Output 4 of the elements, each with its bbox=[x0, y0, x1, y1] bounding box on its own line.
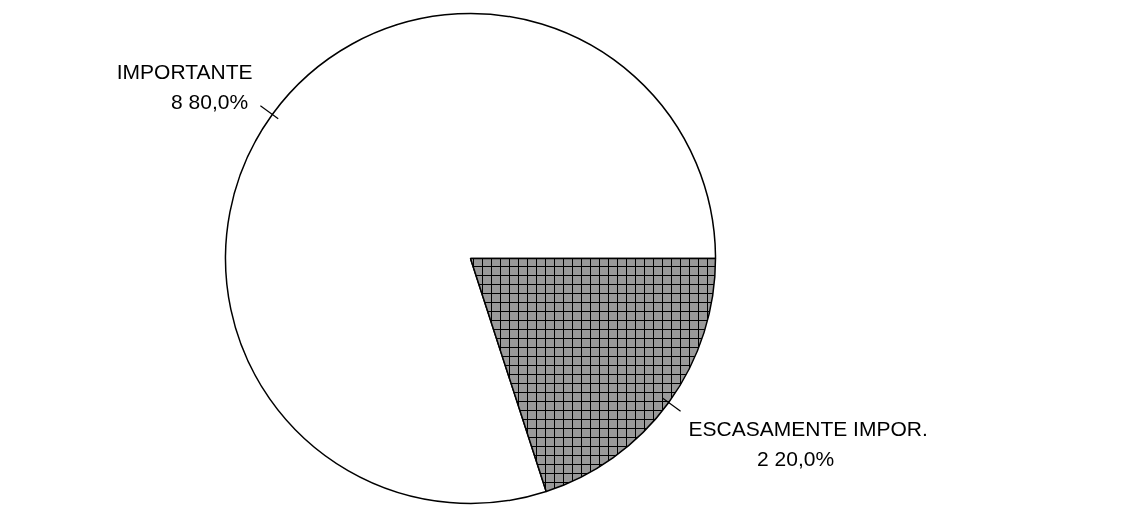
data-label: 2 20,0% bbox=[757, 446, 835, 470]
data-label: 8 80,0% bbox=[171, 90, 249, 114]
slice-label: IMPORTANTE bbox=[116, 60, 253, 84]
slice-label: ESCASAMENTE IMPOR. bbox=[688, 416, 928, 440]
